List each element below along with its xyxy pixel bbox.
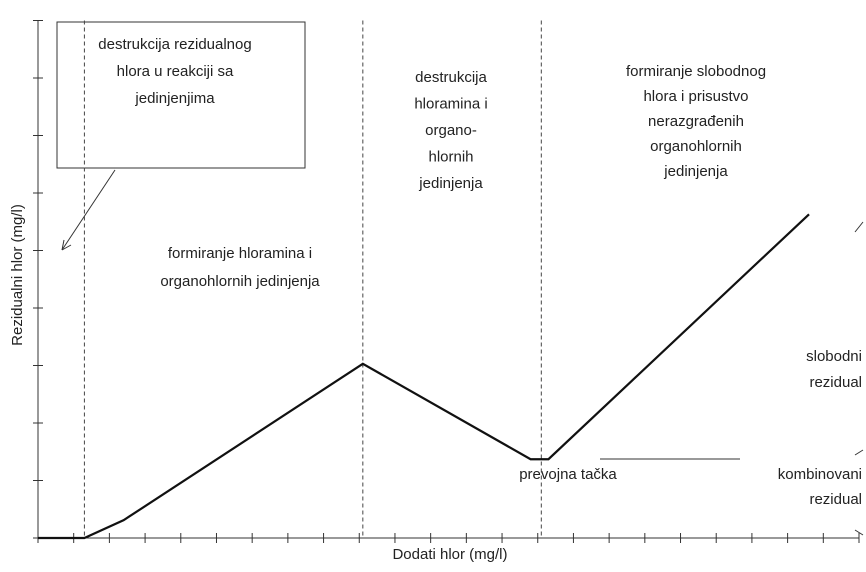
annotation: nerazgrađenih (648, 113, 744, 130)
annotation: formiranje hloramina i (168, 245, 312, 262)
annotation: kombinovani (778, 466, 862, 483)
curve (38, 213, 810, 540)
annotation: organo- (425, 122, 477, 139)
annotation: organohlornih (650, 138, 742, 155)
y-axis-title: Rezidualni hlor (mg/l) (9, 204, 26, 346)
arrow (61, 169, 116, 251)
annotation: hloramina i (414, 95, 487, 112)
annotation: rezidual (809, 491, 862, 508)
arrowhead (61, 239, 72, 251)
annotation: hlora u reakciji sa (117, 63, 234, 80)
annotation-box (56, 21, 306, 169)
annotation: rezidual (809, 374, 862, 391)
annotation: jedinjenjima (134, 90, 215, 107)
annotation: slobodni (806, 348, 862, 365)
annotation: formiranje slobodnog (626, 63, 766, 80)
annotation: hlora i prisustvo (643, 88, 748, 105)
annotation: destrukcija rezidualnog (98, 36, 251, 53)
annotation: jedinjenja (418, 175, 483, 192)
annotation: destrukcija (415, 69, 487, 86)
annotation: hlornih (428, 148, 473, 165)
breakpoint-label: prevojna tačka (519, 466, 617, 483)
edge-arrows (854, 221, 864, 536)
annotation: jedinjenja (663, 163, 728, 180)
x-axis-title: Dodati hlor (mg/l) (392, 546, 507, 563)
annotation: organohlornih jedinjenja (160, 273, 320, 290)
